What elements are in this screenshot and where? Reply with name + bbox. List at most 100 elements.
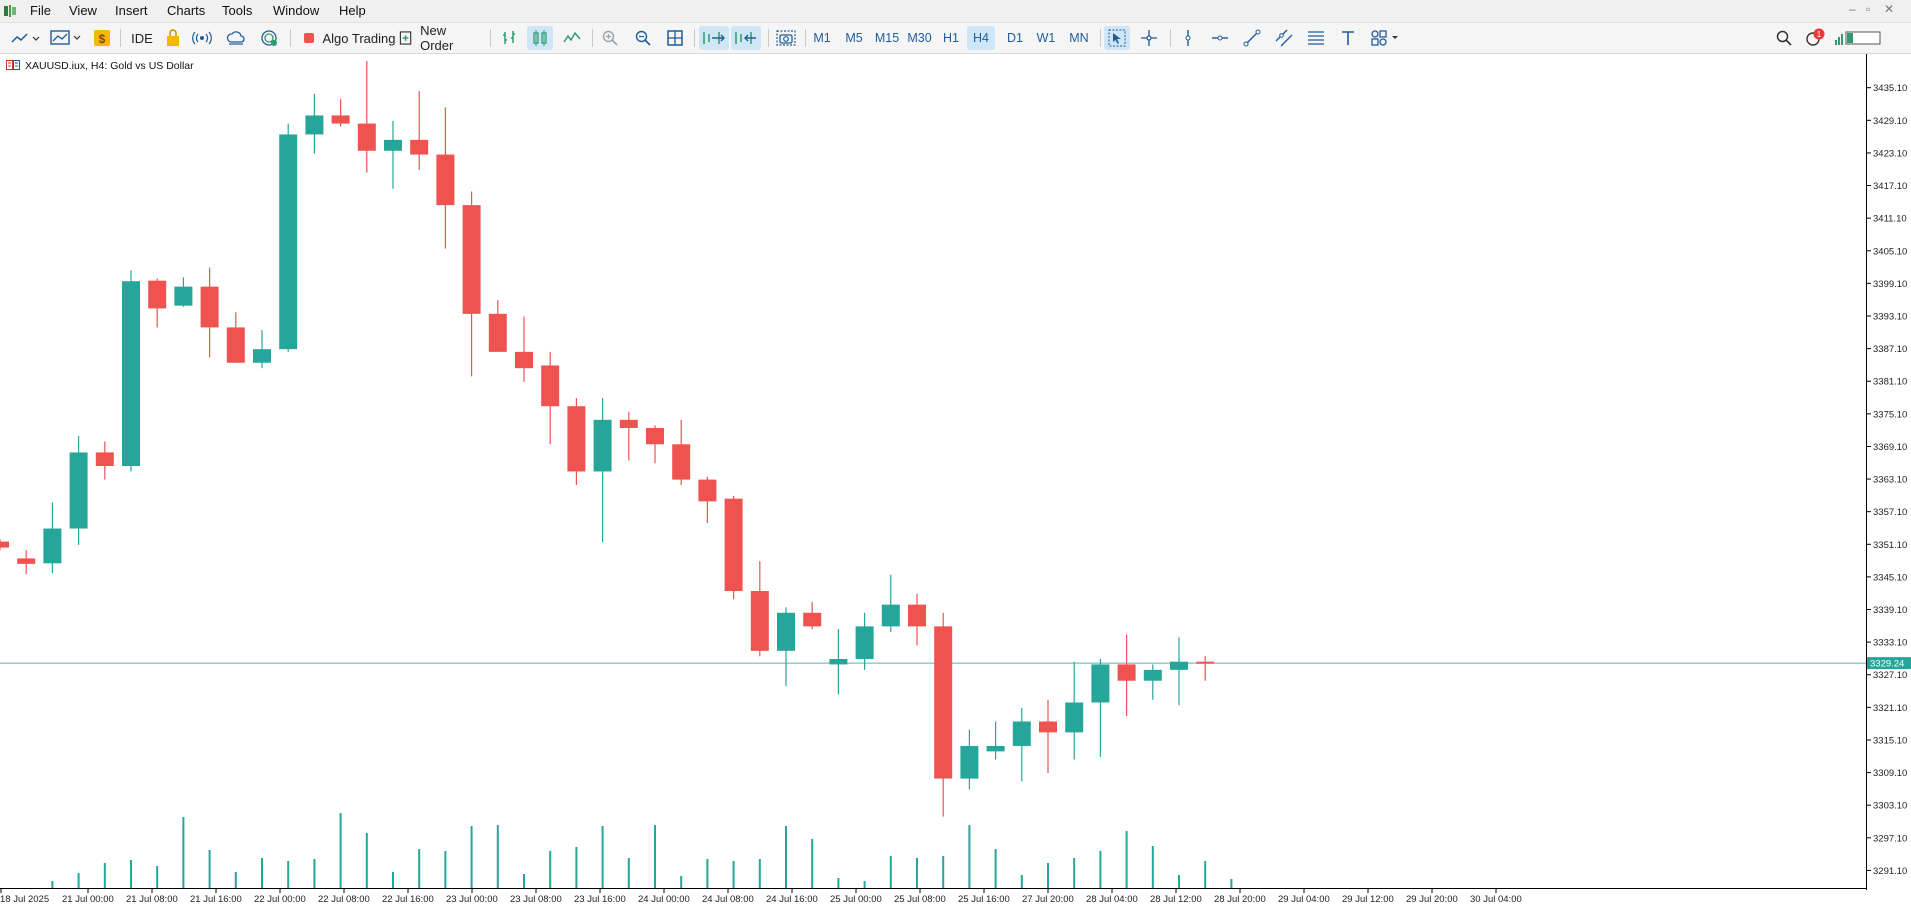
candle-body[interactable] bbox=[1012, 721, 1031, 746]
menu-file[interactable]: File bbox=[30, 3, 51, 18]
zoom-in-button[interactable] bbox=[598, 26, 622, 50]
candle-body[interactable] bbox=[410, 139, 429, 155]
candle-body[interactable] bbox=[750, 591, 769, 651]
time-axis[interactable]: 18 Jul 2025 21 Jul 00:00 21 Jul 08:00 21 Ju… bbox=[0, 888, 1866, 908]
shapes-button[interactable] bbox=[1368, 26, 1402, 50]
candle-body[interactable] bbox=[0, 541, 9, 548]
timeframe-d1[interactable]: D1 bbox=[1007, 31, 1023, 45]
timeframe-w1[interactable]: W1 bbox=[1036, 31, 1056, 45]
candle-body[interactable] bbox=[148, 280, 167, 309]
market-button[interactable]: $ bbox=[91, 26, 113, 50]
candle-body[interactable] bbox=[803, 612, 822, 627]
horizontal-line-button[interactable] bbox=[1208, 26, 1232, 50]
indicators-button[interactable] bbox=[8, 26, 42, 50]
signal-strength-indicator[interactable] bbox=[1833, 26, 1883, 50]
candle-body[interactable] bbox=[829, 658, 848, 665]
candle-body[interactable] bbox=[619, 419, 638, 428]
candle-body[interactable] bbox=[960, 745, 979, 779]
search-button[interactable] bbox=[1773, 26, 1795, 50]
candle-body[interactable] bbox=[226, 327, 245, 363]
menu-view[interactable]: View bbox=[69, 3, 97, 18]
crosshair-button[interactable] bbox=[1137, 26, 1161, 50]
candle-body[interactable] bbox=[593, 419, 612, 472]
candle-body[interactable] bbox=[462, 205, 481, 314]
candle-body[interactable] bbox=[122, 281, 140, 467]
timeframe-h4[interactable]: H4 bbox=[967, 26, 995, 50]
channel-button[interactable] bbox=[1272, 26, 1296, 50]
candle-body[interactable] bbox=[1170, 661, 1188, 670]
menu-charts[interactable]: Charts bbox=[167, 3, 206, 18]
candle-body[interactable] bbox=[331, 115, 350, 124]
candle-body[interactable] bbox=[305, 115, 324, 135]
timeframe-m5[interactable]: M5 bbox=[845, 31, 863, 45]
candle-body[interactable] bbox=[777, 612, 795, 651]
candle-body[interactable] bbox=[515, 351, 533, 369]
candle-body[interactable] bbox=[698, 479, 717, 502]
timeframe-m30[interactable]: M30 bbox=[907, 31, 932, 45]
new-order-button[interactable]: New Order bbox=[399, 23, 481, 53]
candle-body[interactable] bbox=[672, 444, 691, 480]
price-axis[interactable]: 3435.10 3429.10 3423.10 3417.10 3411.10 3405.… bbox=[1866, 54, 1911, 890]
tile-windows-button[interactable] bbox=[663, 26, 687, 50]
trendline-button[interactable] bbox=[1240, 26, 1264, 50]
line-chart-button[interactable] bbox=[560, 26, 584, 50]
candle-body[interactable] bbox=[986, 745, 1005, 752]
candle-body[interactable] bbox=[436, 154, 455, 206]
signals-button[interactable] bbox=[191, 26, 213, 50]
screenshot-button[interactable] bbox=[774, 26, 798, 50]
menu-help[interactable]: Help bbox=[339, 3, 366, 18]
restore-icon[interactable]: ▫ bbox=[1866, 2, 1871, 16]
candle-body[interactable] bbox=[1039, 721, 1057, 733]
candle-body[interactable] bbox=[95, 452, 114, 467]
candle-body[interactable] bbox=[357, 123, 376, 151]
candle-body[interactable] bbox=[69, 452, 88, 529]
cursor-button[interactable] bbox=[1104, 26, 1130, 50]
notifications-button[interactable]: 1 bbox=[1803, 26, 1827, 50]
ide-button[interactable]: IDE bbox=[127, 26, 157, 50]
candle-body[interactable] bbox=[174, 286, 193, 306]
timeframe-m1[interactable]: M1 bbox=[813, 31, 831, 45]
timeframe-h1[interactable]: H1 bbox=[943, 31, 959, 45]
auto-scroll-button[interactable] bbox=[699, 26, 729, 50]
candle-chart-button[interactable] bbox=[527, 26, 553, 50]
candle-body[interactable] bbox=[881, 604, 900, 627]
menu-insert[interactable]: Insert bbox=[115, 3, 148, 18]
timeframe-m15[interactable]: M15 bbox=[874, 31, 900, 45]
candle-body[interactable] bbox=[17, 558, 36, 564]
bar-chart-button[interactable] bbox=[498, 26, 522, 50]
candle-body[interactable] bbox=[646, 427, 664, 445]
candle-body[interactable] bbox=[567, 406, 586, 472]
candle-body[interactable] bbox=[1143, 669, 1162, 681]
candle-body[interactable] bbox=[488, 313, 507, 352]
vps-button[interactable] bbox=[224, 26, 248, 50]
lock-button[interactable] bbox=[162, 26, 184, 50]
text-button[interactable] bbox=[1336, 26, 1360, 50]
vertical-line-button[interactable] bbox=[1176, 26, 1200, 50]
candle-body[interactable] bbox=[1196, 661, 1215, 664]
candle-body[interactable] bbox=[279, 134, 298, 350]
minimize-icon[interactable]: – bbox=[1849, 2, 1856, 16]
candle-body[interactable] bbox=[908, 604, 926, 627]
candle-body[interactable] bbox=[724, 498, 743, 592]
chart-shift-button[interactable] bbox=[731, 26, 761, 50]
candle-body[interactable] bbox=[1091, 664, 1110, 703]
candle-body[interactable] bbox=[200, 286, 219, 328]
close-icon[interactable]: ✕ bbox=[1884, 2, 1895, 16]
candle-body[interactable] bbox=[384, 139, 402, 151]
candle-body[interactable] bbox=[855, 626, 874, 659]
candle-body[interactable] bbox=[1117, 664, 1136, 681]
templates-button[interactable] bbox=[48, 26, 82, 50]
timeframe-mn[interactable]: MN bbox=[1069, 31, 1089, 45]
menu-window[interactable]: Window bbox=[273, 3, 320, 18]
community-button[interactable] bbox=[257, 26, 281, 50]
algo-trading-button[interactable]: Algo Trading bbox=[296, 26, 404, 50]
candle-body[interactable] bbox=[934, 626, 953, 779]
fibonacci-button[interactable] bbox=[1304, 26, 1328, 50]
candle-body[interactable] bbox=[253, 349, 271, 363]
zoom-out-button[interactable] bbox=[631, 26, 655, 50]
candlestick-chart[interactable] bbox=[0, 54, 1866, 890]
candle-body[interactable] bbox=[541, 365, 560, 407]
menu-tools[interactable]: Tools bbox=[222, 3, 253, 18]
candle-body[interactable] bbox=[43, 528, 62, 564]
chart-area[interactable] bbox=[0, 54, 1866, 890]
